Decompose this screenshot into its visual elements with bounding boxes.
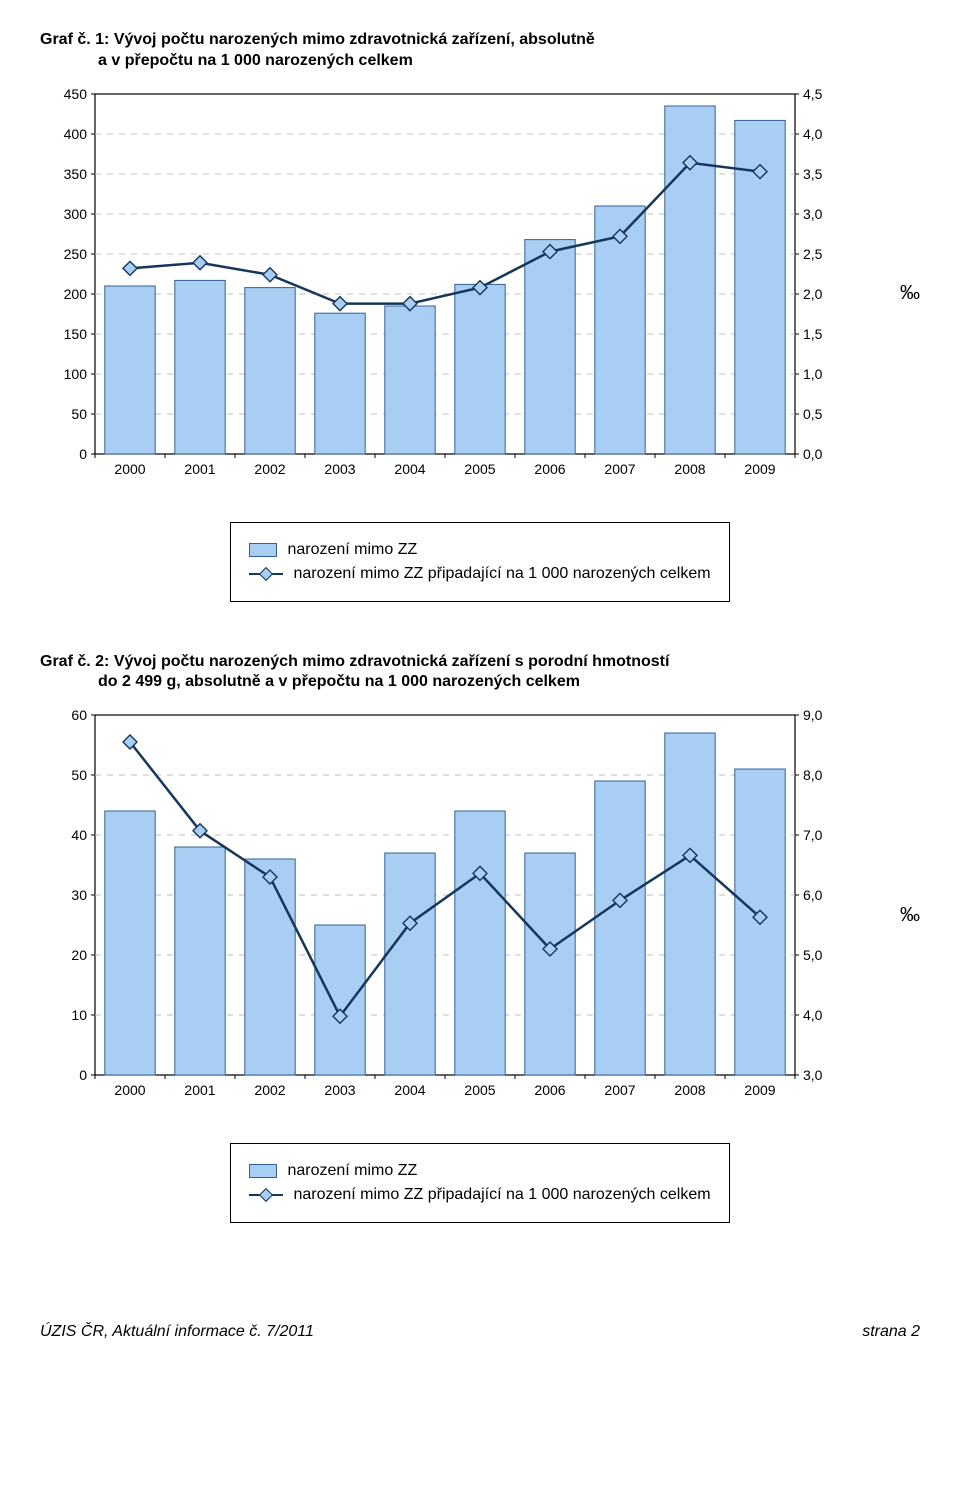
svg-text:200: 200 [64, 286, 88, 302]
chart-1-title-prefix: Graf č. 1: [40, 31, 114, 48]
legend-bar-label: narození mimo ZZ [287, 1162, 417, 1180]
chart-2-wrap: 0 10 20 30 40 50 60 3,0 4,0 5,0 6,0 7,0 8,0 9,0 2000 20… [40, 705, 920, 1125]
svg-text:2,0: 2,0 [803, 286, 823, 302]
svg-text:9,0: 9,0 [803, 707, 823, 723]
chart-1-legend: narození mimo ZZ narození mimo ZZ připad… [230, 522, 729, 602]
svg-text:2005: 2005 [464, 461, 495, 477]
svg-text:30: 30 [71, 887, 87, 903]
svg-text:0,0: 0,0 [803, 446, 823, 462]
svg-text:2,5: 2,5 [803, 246, 823, 262]
footer-left: ÚZIS ČR, Aktuální informace č. 7/2011 [40, 1323, 314, 1341]
legend-row-bar: narození mimo ZZ [249, 1162, 710, 1180]
svg-text:2006: 2006 [534, 461, 565, 477]
svg-text:50: 50 [71, 767, 87, 783]
svg-text:2007: 2007 [604, 1082, 635, 1098]
svg-text:0: 0 [79, 446, 87, 462]
svg-text:8,0: 8,0 [803, 767, 823, 783]
svg-text:2005: 2005 [464, 1082, 495, 1098]
legend-row-bar: narození mimo ZZ [249, 541, 710, 559]
svg-text:4,0: 4,0 [803, 1007, 823, 1023]
chart-1-wrap: 0 50 100 150 200 250 300 350 400 450 0,0 0,5 1,0 1,5 2… [40, 84, 920, 504]
legend-diamond-icon [259, 567, 273, 581]
svg-text:2003: 2003 [324, 461, 355, 477]
svg-text:2001: 2001 [184, 461, 215, 477]
chart-1: Graf č. 1: Vývoj počtu narozených mimo z… [40, 30, 920, 602]
svg-text:0: 0 [79, 1067, 87, 1083]
chart-2-title-line1: Vývoj počtu narozených mimo zdravotnická… [114, 653, 670, 670]
svg-text:40: 40 [71, 827, 87, 843]
svg-text:1,0: 1,0 [803, 366, 823, 382]
footer-right: strana 2 [862, 1323, 920, 1341]
svg-text:300: 300 [64, 206, 88, 222]
chart-2: Graf č. 2: Vývoj počtu narozených mimo z… [40, 652, 920, 1224]
svg-text:3,0: 3,0 [803, 1067, 823, 1083]
svg-text:3,5: 3,5 [803, 166, 823, 182]
svg-text:10: 10 [71, 1007, 87, 1023]
legend-line-swatch [249, 1188, 283, 1202]
chart-2-svg-holder: 0 10 20 30 40 50 60 3,0 4,0 5,0 6,0 7,0 8,0 9,0 2000 20… [40, 705, 894, 1125]
svg-text:250: 250 [64, 246, 88, 262]
svg-text:150: 150 [64, 326, 88, 342]
chart-2-svg: 0 10 20 30 40 50 60 3,0 4,0 5,0 6,0 7,0 8,0 9,0 2000 20… [40, 705, 840, 1125]
legend-row-line: narození mimo ZZ připadající na 1 000 na… [249, 565, 710, 583]
chart-2-title: Graf č. 2: Vývoj počtu narozených mimo z… [40, 652, 920, 694]
chart-1-y2-unit: ‰ [900, 282, 920, 305]
svg-text:0,5: 0,5 [803, 406, 823, 422]
svg-text:2009: 2009 [744, 1082, 775, 1098]
svg-text:400: 400 [64, 126, 88, 142]
chart-2-y2-unit: ‰ [900, 904, 920, 927]
svg-text:2007: 2007 [604, 461, 635, 477]
svg-text:2000: 2000 [114, 461, 145, 477]
chart-1-svg: 0 50 100 150 200 250 300 350 400 450 0,0 0,5 1,0 1,5 2… [40, 84, 840, 504]
chart-1-svg-holder: 0 50 100 150 200 250 300 350 400 450 0,0 0,5 1,0 1,5 2… [40, 84, 894, 504]
svg-text:2008: 2008 [674, 1082, 705, 1098]
svg-text:2002: 2002 [254, 1082, 285, 1098]
svg-text:2001: 2001 [184, 1082, 215, 1098]
svg-text:3,0: 3,0 [803, 206, 823, 222]
svg-text:2002: 2002 [254, 461, 285, 477]
legend-diamond-icon [259, 1188, 273, 1202]
svg-text:6,0: 6,0 [803, 887, 823, 903]
svg-text:1,5: 1,5 [803, 326, 823, 342]
svg-text:60: 60 [71, 707, 87, 723]
svg-text:7,0: 7,0 [803, 827, 823, 843]
chart-1-title: Graf č. 1: Vývoj počtu narozených mimo z… [40, 30, 920, 72]
svg-text:2006: 2006 [534, 1082, 565, 1098]
chart-2-title-line2: do 2 499 g, absolutně a v přepočtu na 1 … [40, 672, 920, 693]
chart-2-title-prefix: Graf č. 2: [40, 653, 114, 670]
svg-text:450: 450 [64, 86, 88, 102]
svg-text:20: 20 [71, 947, 87, 963]
svg-text:4,0: 4,0 [803, 126, 823, 142]
svg-text:100: 100 [64, 366, 88, 382]
chart-1-title-line2: a v přepočtu na 1 000 narozených celkem [40, 51, 920, 72]
svg-text:2004: 2004 [394, 461, 425, 477]
legend-bar-label: narození mimo ZZ [287, 541, 417, 559]
legend-line-label: narození mimo ZZ připadající na 1 000 na… [293, 565, 710, 583]
legend-line-swatch [249, 567, 283, 581]
svg-text:2009: 2009 [744, 461, 775, 477]
svg-text:5,0: 5,0 [803, 947, 823, 963]
svg-text:2008: 2008 [674, 461, 705, 477]
svg-text:50: 50 [71, 406, 87, 422]
legend-line-label: narození mimo ZZ připadající na 1 000 na… [293, 1186, 710, 1204]
chart-2-legend: narození mimo ZZ narození mimo ZZ připad… [230, 1143, 729, 1223]
legend-bar-swatch [249, 543, 277, 557]
svg-text:2003: 2003 [324, 1082, 355, 1098]
legend-row-line: narození mimo ZZ připadající na 1 000 na… [249, 1186, 710, 1204]
chart-1-title-line1: Vývoj počtu narozených mimo zdravotnická… [114, 31, 595, 48]
svg-text:2004: 2004 [394, 1082, 425, 1098]
svg-text:350: 350 [64, 166, 88, 182]
legend-bar-swatch [249, 1164, 277, 1178]
svg-text:2000: 2000 [114, 1082, 145, 1098]
page-footer: ÚZIS ČR, Aktuální informace č. 7/2011 st… [40, 1323, 920, 1341]
svg-text:4,5: 4,5 [803, 86, 823, 102]
